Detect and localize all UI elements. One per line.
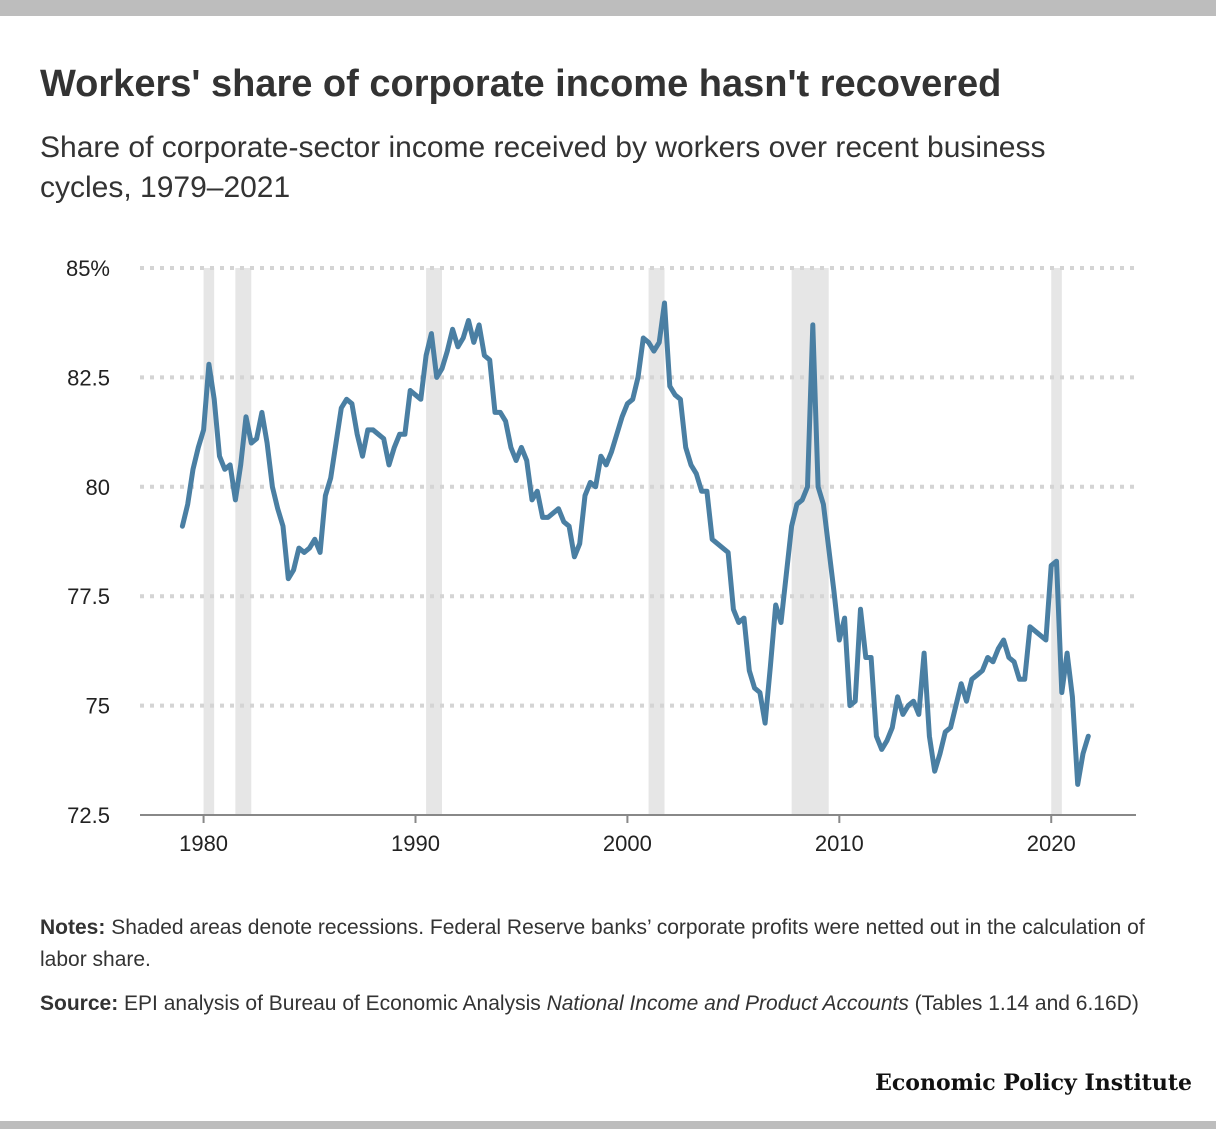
y-tick-label: 82.5	[67, 365, 110, 390]
brand-logo-text: Economic Policy Institute	[875, 1070, 1192, 1096]
chart-subtitle: Share of corporate-sector income receive…	[40, 131, 1046, 204]
line-chart: 72.5 75 77.5 80 82.5 85% 1980 1990 2000 2010 2020	[66, 256, 1136, 856]
recession-band-0	[203, 268, 215, 815]
y-tick-label: 72.5	[67, 803, 110, 828]
y-tick-label: 80	[86, 475, 110, 500]
y-tick-label: 75	[86, 694, 110, 719]
series-lines	[179, 300, 1091, 787]
source-label: Source:	[40, 992, 119, 1015]
bottom-border	[0, 1121, 1216, 1129]
source-text-post: (Tables 1.14 and 6.16D)	[908, 992, 1139, 1015]
x-tick-label: 2010	[815, 831, 864, 856]
top-border	[0, 0, 1216, 16]
y-tick-label: 77.5	[67, 584, 110, 609]
recession-band-3	[648, 268, 665, 815]
gridlines	[140, 266, 1136, 708]
y-axis-tick-labels: 72.5 75 77.5 80 82.5 85%	[66, 256, 110, 828]
x-axis-tick-labels: 1980 1990 2000 2010 2020	[179, 831, 1076, 856]
recession-band-2	[426, 268, 442, 815]
recession-shading	[203, 268, 1062, 815]
y-tick-label: 85%	[66, 256, 110, 281]
series-line-0	[179, 300, 1091, 787]
x-tick-label: 2000	[603, 831, 652, 856]
x-tick-label: 1980	[179, 831, 228, 856]
source: Source: EPI analysis of Bureau of Econom…	[40, 988, 1180, 1020]
x-axis	[140, 814, 1136, 823]
x-tick-label: 2020	[1027, 831, 1076, 856]
x-tick-label: 1990	[391, 831, 440, 856]
recession-band-5	[1051, 268, 1062, 815]
recession-band-1	[235, 268, 252, 815]
notes-label: Notes:	[40, 916, 106, 939]
source-italic: National Income and Product Accounts	[546, 992, 909, 1015]
source-text-pre: EPI analysis of Bureau of Economic Analy…	[124, 992, 547, 1015]
notes: Notes: Shaded areas denote recessions. F…	[40, 912, 1180, 976]
notes-text: Shaded areas denote recessions. Federal …	[40, 916, 1145, 971]
chart-title: Workers' share of corporate income hasn'…	[40, 63, 1002, 105]
